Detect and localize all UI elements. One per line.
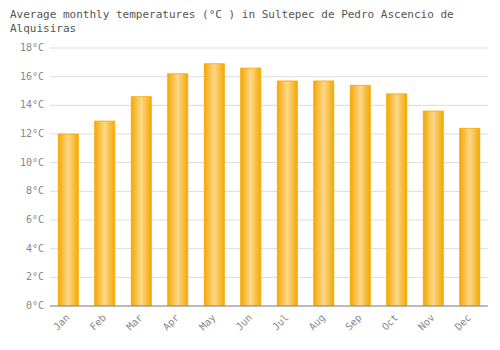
y-tick-label: 8°C [26,185,44,196]
x-tick-label: Nov [416,312,437,333]
grid-line [50,191,488,192]
x-tick-label: Feb [88,312,109,333]
x-tick-label: Apr [161,312,182,333]
chart: Average monthly temperatures (°C ) in Su… [0,0,500,350]
title: Average monthly temperatures (°C ) in Su… [10,8,454,35]
bar [423,111,443,306]
x-tick-labels: Jan Feb Mar Apr May Jun Jul Aug Sep Oct Nov Dec [51,312,473,333]
y-tick-label: 14°C [20,99,44,110]
title-line: Alquisiras [10,22,76,35]
bar [314,81,334,306]
x-axis-line [50,306,488,307]
y-tick-label: 16°C [20,71,44,82]
grid-line [50,277,488,278]
bars [58,64,480,306]
grid-line [50,76,488,77]
grid-line [50,306,488,307]
grid-line [50,162,488,163]
y-tick-label: 4°C [26,243,44,254]
bar [168,74,188,306]
x-tick-label: Jul [270,312,291,333]
y-tick-label: 2°C [26,271,44,282]
x-tick-label: Oct [380,312,401,333]
grid-line [50,48,488,49]
y-tick-label: 6°C [26,214,44,225]
grid-line [50,134,488,135]
y-tick-label: 10°C [20,157,44,168]
bar [277,81,297,306]
bar [387,94,407,306]
bar [350,85,370,306]
x-tick-label: Jan [51,312,72,333]
x-tick-label: Mar [124,312,145,333]
x-tick-label: Dec [453,312,474,333]
grid-line [50,220,488,221]
y-tick-label: 12°C [20,128,44,139]
bar [460,128,480,306]
y-tick-labels: 0°C 2°C 4°C 6°C 8°C 10°C 12°C 14°C 16°C 18°C [20,42,44,311]
x-tick-label: Aug [307,312,328,333]
y-tick-label: 18°C [20,42,44,53]
grid-line [50,248,488,249]
y-grid [50,48,488,306]
bar [58,134,78,306]
grid-line [50,105,488,106]
y-tick-label: 0°C [26,300,44,311]
x-tick-label: Sep [343,312,364,333]
bar [131,97,151,306]
x-tick-label: May [197,312,218,333]
bar [241,68,261,306]
x-tick-label: Jun [234,312,255,333]
bar [95,121,115,306]
title-line: Average monthly temperatures (°C ) in Su… [10,8,454,21]
bar [204,64,224,306]
